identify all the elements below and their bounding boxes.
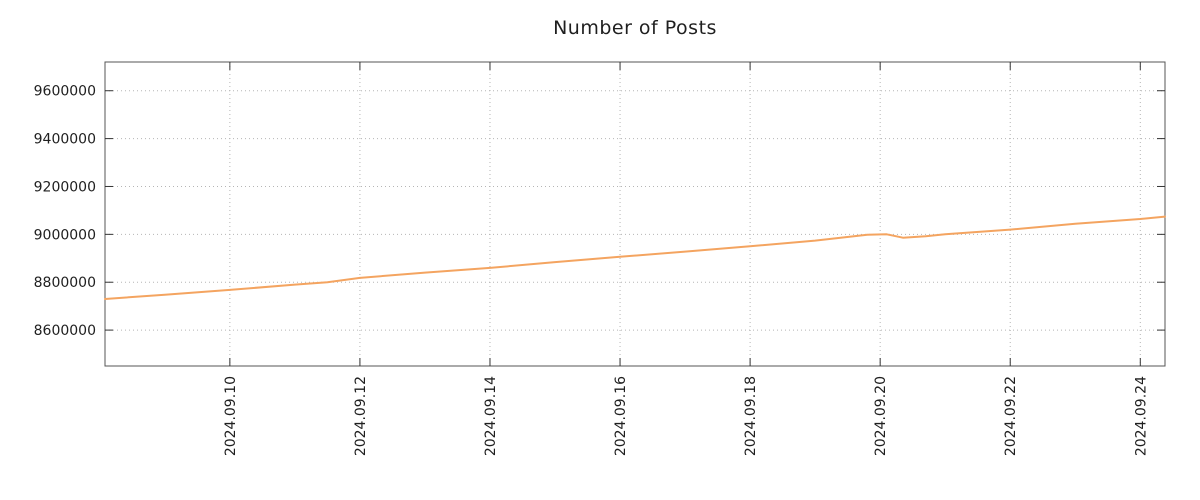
data-series-line [104, 215, 1166, 300]
x-tick-label: 2024.09.10 [223, 376, 239, 456]
y-tick-label: 9400000 [34, 132, 96, 148]
x-tick-label: 2024.09.12 [353, 376, 369, 456]
chart-title: Number of Posts [553, 17, 717, 39]
x-tick-label: 2024.09.14 [483, 376, 499, 456]
x-tick-label: 2024.09.24 [1133, 376, 1149, 456]
x-tick-label: 2024.09.18 [743, 376, 759, 456]
x-tick-label: 2024.09.22 [1003, 376, 1019, 456]
x-tick-label: 2024.09.20 [873, 376, 889, 456]
y-tick-label: 9200000 [34, 179, 96, 195]
y-tick-label: 8800000 [34, 275, 96, 291]
plot-border [104, 61, 1166, 367]
y-tick-label: 9000000 [34, 227, 96, 243]
x-tick-label: 2024.09.16 [613, 376, 629, 456]
y-tick-label: 9600000 [34, 84, 96, 100]
y-tick-label: 8600000 [34, 323, 96, 339]
